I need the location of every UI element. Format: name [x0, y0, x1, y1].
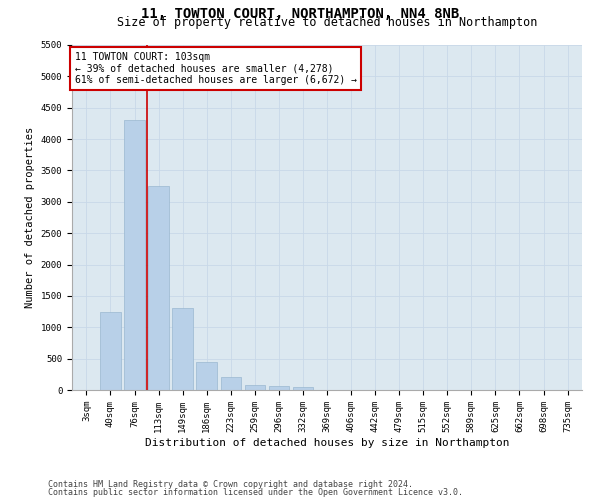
Y-axis label: Number of detached properties: Number of detached properties	[25, 127, 35, 308]
Bar	[148, 186, 169, 390]
Text: 11, TOWTON COURT, NORTHAMPTON, NN4 8NB: 11, TOWTON COURT, NORTHAMPTON, NN4 8NB	[141, 8, 459, 22]
Bar	[245, 385, 265, 390]
Bar	[124, 120, 145, 390]
Text: 11 TOWTON COURT: 103sqm
← 39% of detached houses are smaller (4,278)
61% of semi: 11 TOWTON COURT: 103sqm ← 39% of detache…	[74, 52, 356, 85]
Bar	[269, 386, 289, 390]
Title: Size of property relative to detached houses in Northampton: Size of property relative to detached ho…	[117, 16, 537, 28]
Bar	[293, 387, 313, 390]
Text: Contains public sector information licensed under the Open Government Licence v3: Contains public sector information licen…	[48, 488, 463, 497]
Bar	[221, 378, 241, 390]
Bar	[196, 362, 217, 390]
X-axis label: Distribution of detached houses by size in Northampton: Distribution of detached houses by size …	[145, 438, 509, 448]
Bar	[172, 308, 193, 390]
Bar	[100, 312, 121, 390]
Text: Contains HM Land Registry data © Crown copyright and database right 2024.: Contains HM Land Registry data © Crown c…	[48, 480, 413, 489]
